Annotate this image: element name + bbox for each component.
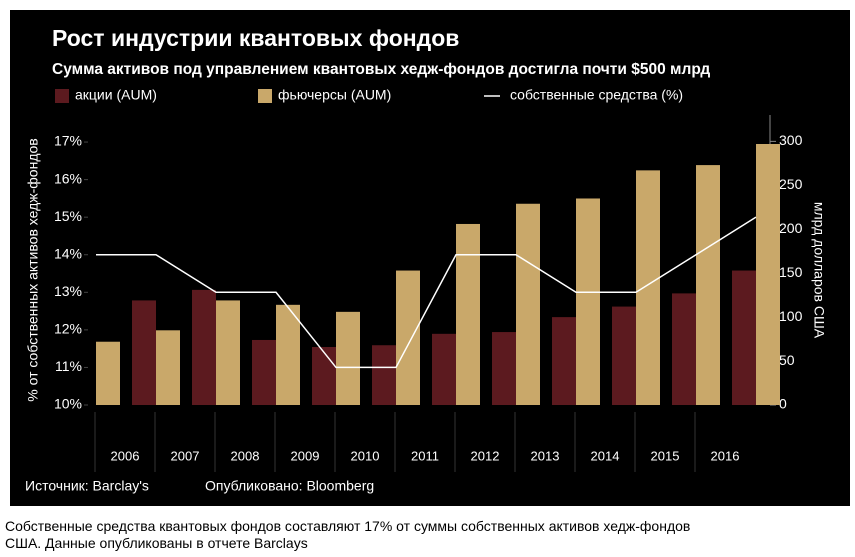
- x-tick-label: 2007: [171, 448, 200, 463]
- y2-tick-label: 250: [779, 176, 803, 192]
- bar: [156, 330, 180, 405]
- x-tick-label: 2012: [471, 448, 500, 463]
- y2-tick-label: 200: [779, 220, 803, 236]
- bar: [192, 289, 216, 405]
- bar: [432, 333, 456, 405]
- source: Источник: Barclay's: [25, 478, 149, 494]
- y2-axis-label: млрд долларов США: [811, 202, 827, 339]
- caption-line: Собственные средства квантовых фондов со…: [5, 518, 691, 534]
- x-tick-label: 2008: [231, 448, 260, 463]
- x-tick-label: 2006: [111, 448, 140, 463]
- y-tick-label: 10%: [54, 396, 82, 412]
- bar: [696, 165, 720, 405]
- chart: Рост индустрии квантовых фондов Сумма ак…: [10, 10, 850, 506]
- bar: [672, 293, 696, 405]
- bar: [336, 311, 360, 405]
- x-tick-label: 2015: [651, 448, 680, 463]
- bar: [612, 306, 636, 405]
- line: [96, 216, 757, 369]
- bar: [456, 223, 480, 405]
- x-tick-label: 2010: [351, 448, 380, 463]
- bar: [372, 345, 396, 405]
- bar: [276, 304, 300, 405]
- y-axis-label: % от собственных активов хедж-фондов: [25, 138, 41, 401]
- legend-label: собственные средства (%): [510, 87, 683, 103]
- y-tick-label: 12%: [54, 321, 82, 337]
- bar: [732, 270, 756, 405]
- legend-label: акции (AUM): [75, 87, 157, 103]
- legend-label: фьючерсы (AUM): [278, 87, 391, 103]
- x-tick-label: 2013: [531, 448, 560, 463]
- y-tick-label: 15%: [54, 208, 82, 224]
- chart-title: Рост индустрии квантовых фондов: [52, 25, 459, 51]
- chart-background: [10, 10, 850, 506]
- bar: [216, 300, 240, 405]
- legend-swatch: [55, 89, 69, 103]
- bar: [252, 339, 276, 405]
- y-tick-label: 16%: [54, 170, 82, 186]
- published: Опубликовано: Bloomberg: [205, 478, 374, 494]
- chart-subtitle: Сумма активов под управлением квантовых …: [52, 61, 710, 78]
- bar: [756, 144, 780, 405]
- x-tick-label: 2014: [591, 448, 620, 463]
- y-tick-label: 17%: [54, 133, 82, 149]
- bar: [312, 347, 336, 405]
- bar: [552, 317, 576, 405]
- y2-tick-label: 50: [779, 352, 795, 368]
- y-tick-label: 11%: [55, 358, 82, 374]
- x-tick-label: 2011: [411, 448, 439, 463]
- bar: [132, 300, 156, 405]
- caption-line: США. Данные опубликованы в отчете Barcla…: [5, 535, 308, 551]
- bar: [636, 170, 660, 405]
- bar: [396, 270, 420, 405]
- bar: [96, 341, 120, 405]
- legend-swatch: [258, 89, 272, 103]
- bar: [576, 198, 600, 405]
- bar: [516, 203, 540, 405]
- y2-tick-label: 150: [779, 264, 803, 280]
- y-tick-label: 13%: [54, 283, 82, 299]
- y2-tick-label: 100: [779, 308, 803, 324]
- x-tick-label: 2009: [291, 448, 320, 463]
- y-tick-label: 14%: [54, 245, 82, 261]
- bar: [492, 332, 516, 405]
- y2-tick-label: 300: [779, 132, 803, 148]
- x-tick-label: 2016: [711, 448, 740, 463]
- caption: Собственные средства квантовых фондов со…: [5, 518, 690, 552]
- y2-tick-label: 0: [779, 396, 787, 412]
